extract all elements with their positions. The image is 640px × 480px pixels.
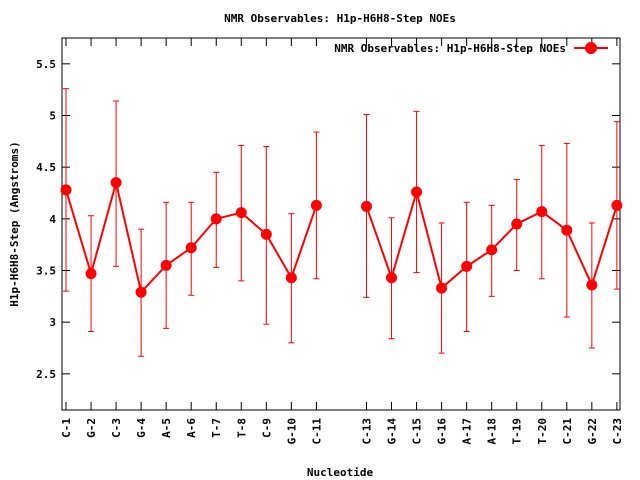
x-tick-label: G-16 xyxy=(436,418,449,445)
x-tick-label: C-3 xyxy=(110,418,123,438)
legend: NMR Observables: H1p-H6H8-Step NOEs xyxy=(334,42,608,55)
x-tick-label: C-13 xyxy=(360,418,373,445)
x-tick-label: C-23 xyxy=(611,418,624,445)
data-point xyxy=(360,200,372,212)
error-bars xyxy=(63,88,620,357)
x-tick-label: C-15 xyxy=(411,418,424,445)
data-points xyxy=(60,177,623,298)
data-point xyxy=(135,286,147,298)
data-point xyxy=(586,279,598,291)
data-point xyxy=(386,272,398,284)
data-point xyxy=(235,207,247,219)
x-tick-label: A-18 xyxy=(486,418,499,445)
x-tick-label: G-14 xyxy=(386,418,399,445)
x-tick-label: T-19 xyxy=(511,418,524,445)
data-point xyxy=(85,268,97,280)
data-point xyxy=(310,199,322,211)
x-tick-label: G-4 xyxy=(135,418,148,438)
x-axis-label: Nucleotide xyxy=(307,466,374,479)
data-point xyxy=(285,272,297,284)
data-point xyxy=(536,206,548,218)
y-axis-label: H1p-H6H8-Step (Angstroms) xyxy=(8,141,21,307)
y-tick-label: 5.5 xyxy=(36,58,56,71)
y-tick-label: 5 xyxy=(49,110,56,123)
x-tick-label: C-21 xyxy=(561,418,574,445)
series-lines xyxy=(65,182,618,295)
x-tick-label: A-6 xyxy=(185,418,198,438)
data-point xyxy=(611,199,623,211)
data-point xyxy=(110,177,122,189)
x-tick-label: T-7 xyxy=(210,418,223,438)
data-point xyxy=(260,228,272,240)
x-tick-label: T-20 xyxy=(536,418,549,445)
x-tick-label: T-8 xyxy=(235,418,248,438)
y-tick-label: 3.5 xyxy=(36,265,56,278)
data-point xyxy=(185,242,197,254)
data-point xyxy=(461,260,473,272)
x-tick-label: C-9 xyxy=(260,418,273,438)
x-tick-label: G-10 xyxy=(285,418,298,445)
y-tick-label: 4 xyxy=(49,213,56,226)
data-point xyxy=(210,213,222,225)
data-point xyxy=(511,218,523,230)
plot-frame xyxy=(61,37,621,411)
data-point xyxy=(561,224,573,236)
x-axis: C-1 G-2 C-3 G-4 A-5 A-6 T-7 T-8 C-9 G-10 C-11 C-13 G… xyxy=(60,38,624,445)
data-point xyxy=(160,259,172,271)
y-tick-label: 4.5 xyxy=(36,161,56,174)
x-tick-label: C-1 xyxy=(60,418,73,438)
legend-label: NMR Observables: H1p-H6H8-Step NOEs xyxy=(334,42,566,55)
x-tick-label: A-17 xyxy=(461,418,474,445)
data-point xyxy=(60,184,72,196)
data-point xyxy=(486,244,498,256)
y-tick-label: 3 xyxy=(49,316,56,329)
chart-title: NMR Observables: H1p-H6H8-Step NOEs xyxy=(224,12,456,25)
data-point xyxy=(436,282,448,294)
data-point xyxy=(411,186,423,198)
legend-marker xyxy=(585,42,597,54)
x-tick-label: G-22 xyxy=(586,418,599,445)
x-tick-label: A-5 xyxy=(160,418,173,438)
x-tick-label: G-2 xyxy=(85,418,98,438)
x-tick-label: C-11 xyxy=(310,418,323,445)
y-tick-label: 2.5 xyxy=(36,368,56,381)
